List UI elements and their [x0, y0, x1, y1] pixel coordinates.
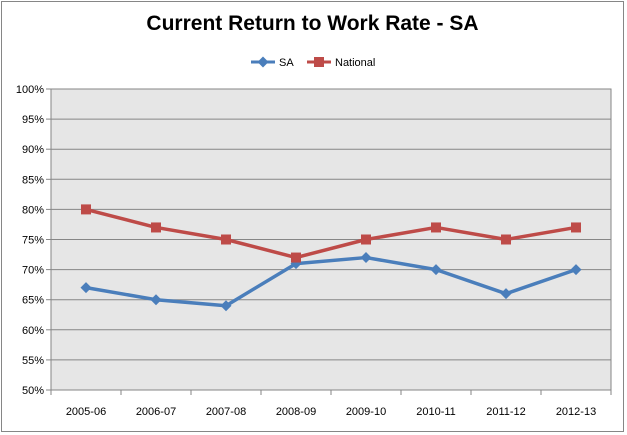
series-line-national [85, 207, 577, 260]
data-point-national [291, 252, 301, 263]
y-tick-label: 80% [22, 204, 44, 216]
data-point-sa [500, 288, 512, 300]
series-line-sa [85, 255, 577, 308]
y-tick-label: 100% [16, 84, 44, 96]
data-point-sa [360, 252, 372, 264]
data-point-sa [80, 282, 92, 294]
data-point-national [361, 234, 371, 245]
legend-label-national: National [335, 57, 375, 69]
x-tick-label: 2011-12 [486, 406, 526, 418]
data-point-national [221, 234, 231, 245]
data-point-national [571, 222, 581, 233]
data-point-sa [220, 300, 232, 312]
x-tick-label: 2012-13 [556, 406, 596, 418]
data-point-national [81, 204, 91, 215]
data-point-sa [150, 294, 162, 306]
chart-title: Current Return to Work Rate - SA [146, 12, 479, 35]
data-point-national [151, 222, 161, 233]
legend-label-sa: SA [279, 57, 294, 69]
y-tick-label: 50% [22, 385, 44, 397]
x-tick-label: 2005-06 [66, 406, 106, 418]
y-tick-label: 60% [22, 325, 44, 337]
x-tick-label: 2006-07 [136, 406, 176, 418]
y-tick-label: 65% [22, 295, 44, 307]
y-tick-label: 70% [22, 265, 44, 277]
x-tick-label: 2007-08 [206, 406, 246, 418]
y-tick-label: 75% [22, 235, 44, 247]
data-point-sa [570, 264, 582, 276]
y-tick-label: 95% [22, 114, 44, 126]
x-tick-label: 2008-09 [276, 406, 316, 418]
data-point-national [501, 234, 511, 245]
data-point-national [431, 222, 441, 233]
x-tick-label: 2009-10 [346, 406, 386, 418]
legend-marker-sa [257, 56, 269, 68]
legend-marker-national [314, 57, 324, 67]
y-tick-label: 85% [22, 174, 44, 186]
y-tick-label: 55% [22, 355, 44, 367]
data-point-sa [430, 264, 442, 276]
x-tick-label: 2010-11 [416, 406, 456, 418]
y-tick-label: 90% [22, 144, 44, 156]
